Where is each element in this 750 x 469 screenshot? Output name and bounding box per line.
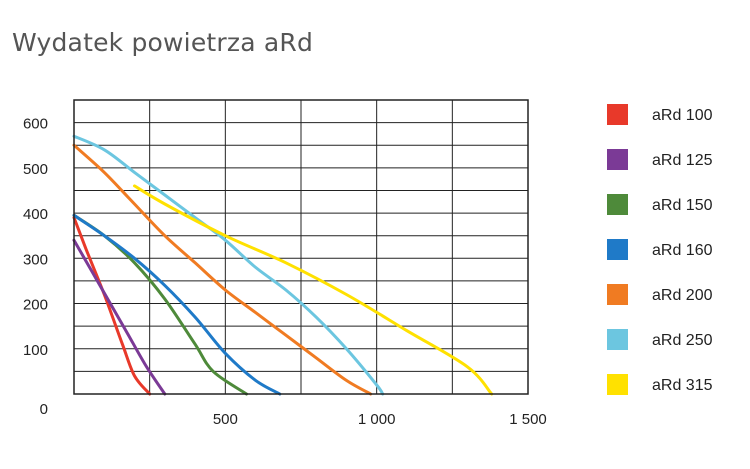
series-line-ard-200 <box>72 143 373 396</box>
x-axis-ticks: 500 1 000 1 500 <box>213 411 547 428</box>
legend-swatch-ard-315 <box>607 374 628 395</box>
legend-label-ard-150: aRd 150 <box>652 197 713 214</box>
series-line-ard-125 <box>72 238 167 396</box>
series-line-ard-315 <box>133 184 494 396</box>
chart-title: Wydatek powietrza aRd <box>12 28 314 57</box>
legend-swatch-ard-200 <box>607 284 628 305</box>
legend-swatch-ard-160 <box>607 239 628 260</box>
series-line-ard-250 <box>72 134 385 396</box>
y-tick-label: 300 <box>23 251 48 268</box>
y-tick-label: 200 <box>23 297 48 314</box>
x-tick-label: 1 500 <box>509 411 547 428</box>
legend-label-ard-315: aRd 315 <box>652 377 713 394</box>
legend-swatch-ard-250 <box>607 329 628 350</box>
y-tick-label: 100 <box>23 342 48 359</box>
x-tick-label: 500 <box>213 411 238 428</box>
legend-swatch-ard-100 <box>607 104 628 125</box>
legend-label-ard-250: aRd 250 <box>652 332 713 349</box>
y-tick-label: 400 <box>23 206 48 223</box>
legend-label-ard-200: aRd 200 <box>652 287 713 304</box>
legend-label-ard-100: aRd 100 <box>652 107 713 124</box>
series-line-ard-100 <box>72 216 152 396</box>
plot-frame <box>73 99 529 395</box>
grid-lines <box>74 100 528 394</box>
y-axis-ticks: 0 100 200 300 400 500 600 <box>23 116 48 418</box>
legend: aRd 100 aRd 125 aRd 150 aRd 160 aRd 200 aRd 2… <box>607 104 713 395</box>
series-lines <box>72 134 494 396</box>
series-line-ard-150 <box>72 213 248 396</box>
legend-label-ard-160: aRd 160 <box>652 242 713 259</box>
legend-swatch-ard-125 <box>607 149 628 170</box>
legend-label-ard-125: aRd 125 <box>652 152 713 169</box>
y-tick-label: 500 <box>23 161 48 178</box>
series-line-ard-160 <box>72 213 282 396</box>
y-tick-label: 600 <box>23 116 48 133</box>
x-tick-label: 1 000 <box>358 411 396 428</box>
legend-swatch-ard-150 <box>607 194 628 215</box>
y-tick-label: 0 <box>40 401 48 418</box>
